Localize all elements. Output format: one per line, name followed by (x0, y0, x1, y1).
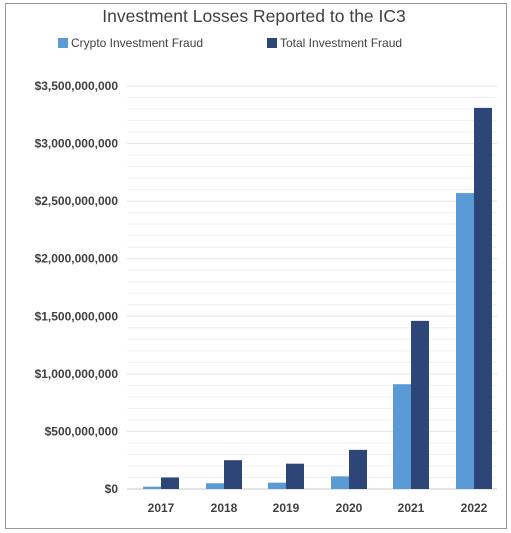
legend-label-crypto: Crypto Investment Fraud (71, 36, 203, 50)
y-tick-label: $3,500,000,000 (35, 79, 119, 93)
x-tick-label: 2021 (398, 501, 425, 515)
x-tick-label: 2017 (148, 501, 175, 515)
x-tick-label: 2019 (273, 501, 300, 515)
bar-crypto-2021 (393, 384, 411, 489)
y-tick-label: $0 (105, 482, 119, 496)
gridlines (127, 85, 497, 490)
bar-crypto-2017 (143, 486, 161, 489)
x-tick-label: 2022 (461, 501, 488, 515)
y-tick-label: $1,500,000,000 (35, 309, 119, 323)
bar-total-2022 (474, 107, 492, 490)
bar-total-2019 (286, 463, 304, 489)
legend-swatch-total (267, 38, 277, 48)
y-tick-label: $1,000,000,000 (35, 367, 119, 381)
y-tick-label: $2,000,000,000 (35, 252, 119, 266)
y-tick-label: $500,000,000 (45, 424, 119, 438)
bar-total-2021 (411, 320, 429, 489)
y-axis-tick-labels: $0 $500,000,000 $1,000,000,000 $1,500,000,0… (35, 79, 119, 496)
x-axis-tick-labels: 2017 2018 2019 2020 2021 2022 (148, 501, 488, 515)
y-tick-label: $3,000,000,000 (35, 137, 119, 151)
x-tick-label: 2020 (336, 501, 363, 515)
legend-label-total: Total Investment Fraud (280, 36, 402, 50)
bar-crypto-2020 (331, 476, 349, 489)
bar-total-2018 (224, 460, 242, 489)
chart-title: Investment Losses Reported to the IC3 (102, 6, 406, 26)
bar-total-2017 (161, 477, 179, 489)
bar-total-2020 (349, 449, 367, 489)
bars (143, 107, 492, 490)
y-tick-label: $2,500,000,000 (35, 194, 119, 208)
bar-crypto-2018 (206, 483, 224, 489)
bar-crypto-2022 (456, 193, 474, 489)
x-tick-label: 2018 (211, 501, 238, 515)
bar-crypto-2019 (268, 482, 286, 489)
legend-swatch-crypto (58, 38, 68, 48)
legend: Crypto Investment Fraud Total Investment… (58, 36, 402, 50)
